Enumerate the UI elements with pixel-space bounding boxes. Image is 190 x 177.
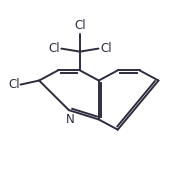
Text: Cl: Cl — [74, 19, 86, 32]
Text: Cl: Cl — [100, 42, 112, 55]
Text: N: N — [66, 113, 74, 126]
Text: Cl: Cl — [8, 78, 20, 91]
Text: Cl: Cl — [48, 42, 60, 55]
